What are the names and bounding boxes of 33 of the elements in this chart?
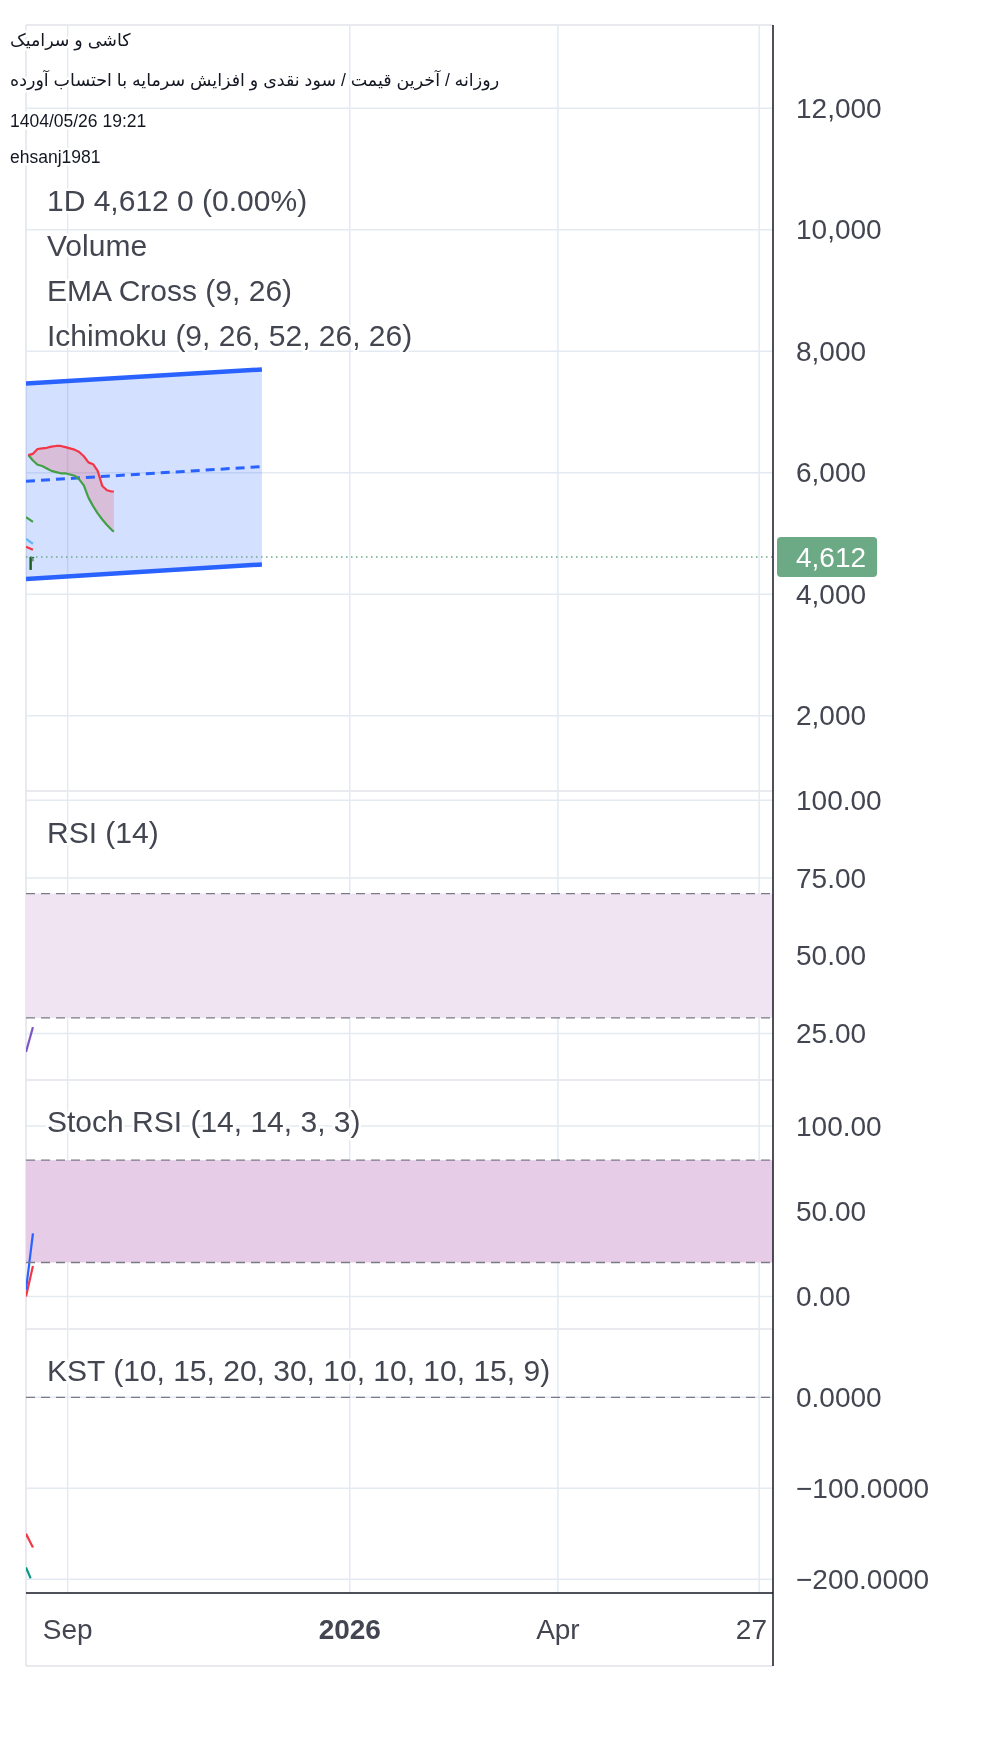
annotation: Volume: [47, 228, 148, 262]
y-tick-label: 2,000: [796, 700, 867, 732]
x-tick-label: Apr: [536, 1614, 580, 1645]
y-tick-label: 6,000: [796, 457, 867, 489]
y-tick-label: −200.0000: [796, 1563, 930, 1595]
annotation: Ichimoku (9, 26, 52, 26, 26): [47, 318, 413, 352]
chart-title: کاشی و سرامیک: [10, 30, 132, 51]
text: KST (10, 15, 20, 30, 10, 10, 10, 15, 9): [47, 1353, 551, 1387]
text: RSI (14): [47, 815, 159, 849]
y-tick-label: 12,000: [796, 92, 882, 124]
x-tick-label: 27: [735, 1614, 767, 1645]
y-tick-label: 0.00: [796, 1281, 851, 1313]
annotation: EMA Cross (9, 26): [47, 273, 293, 307]
text: Stoch RSI (14, 14, 3, 3): [47, 1104, 361, 1138]
y-tick-label: 50.00: [796, 940, 867, 972]
annotation: 1D 4,612 0 (0.00%): [47, 183, 308, 217]
y-tick-label: 25.00: [796, 1017, 867, 1049]
y-tick-label: 75.00: [796, 862, 867, 894]
x-tick-label: Sep: [42, 1614, 93, 1645]
ref-line-label: 4,612: [796, 541, 867, 573]
y-tick-label: 0.0000: [796, 1381, 882, 1413]
y-tick-label: −100.0000: [796, 1472, 930, 1504]
text: روزانه / آخرین قیمت / سود نقدی و افزایش سرمایه با احتساب آورده: [10, 69, 500, 91]
y-tick-label: 100.00: [796, 784, 882, 816]
line-series: [27, 444, 115, 493]
y-tick-label: 100.00: [796, 1110, 882, 1142]
y-tick-label: 50.00: [796, 1195, 867, 1227]
annotation: 1404/05/26 19:21: [10, 111, 147, 131]
y-tick-label: 8,000: [796, 335, 867, 367]
y-tick-label: 4,000: [796, 578, 867, 610]
x-tick-label: 2026: [318, 1614, 381, 1645]
y-tick-label: 10,000: [796, 214, 882, 246]
annotation: ehsanj1981: [10, 147, 101, 167]
